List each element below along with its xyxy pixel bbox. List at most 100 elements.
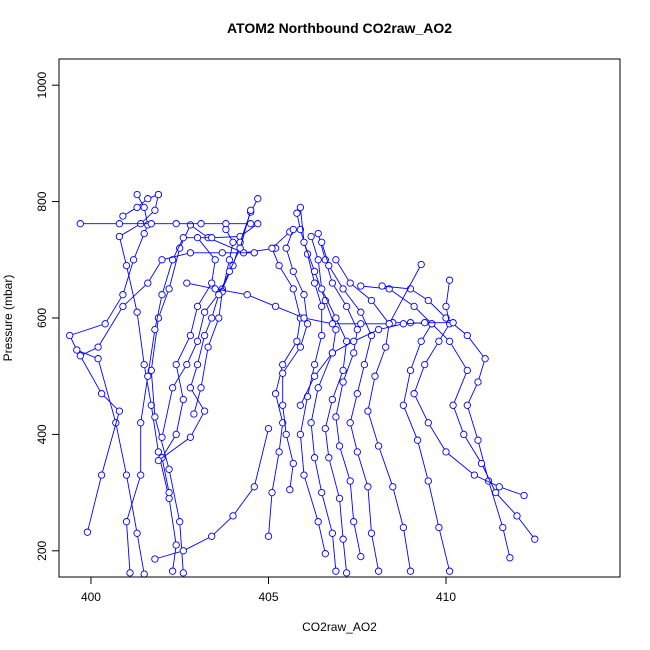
data-point <box>353 390 361 398</box>
data-point <box>325 261 333 270</box>
data-point <box>172 430 180 439</box>
data-point <box>353 325 361 334</box>
series-line <box>79 252 255 533</box>
data-point <box>300 291 308 299</box>
data-point <box>492 488 500 497</box>
data-point <box>94 355 102 363</box>
data-point <box>481 355 489 363</box>
data-point <box>339 378 347 386</box>
data-point <box>147 401 155 409</box>
data-point <box>122 471 131 479</box>
data-point <box>94 343 102 351</box>
data-point <box>300 471 308 479</box>
data-point <box>140 360 148 369</box>
data-point <box>229 512 237 520</box>
data-point <box>186 384 195 392</box>
data-point <box>335 442 344 450</box>
data-point <box>275 261 283 270</box>
data-point <box>200 331 209 340</box>
data-point <box>296 343 305 351</box>
data-point <box>531 535 539 543</box>
data-point <box>208 279 216 287</box>
data-point <box>211 256 219 264</box>
data-point <box>296 203 305 212</box>
data-point <box>350 518 358 526</box>
data-point <box>204 343 212 351</box>
data-point <box>307 419 315 427</box>
series-20 <box>378 282 514 562</box>
y-tick-label: 600 <box>35 308 49 328</box>
data-point <box>115 407 124 415</box>
data-point <box>318 488 326 497</box>
data-point <box>165 465 173 473</box>
data-point <box>247 220 255 228</box>
data-point <box>115 220 124 228</box>
data-point <box>172 541 180 549</box>
data-point <box>186 221 195 229</box>
data-point <box>271 390 280 398</box>
data-point <box>179 395 187 404</box>
data-point <box>417 337 425 345</box>
data-point <box>97 471 106 479</box>
data-point <box>378 282 386 290</box>
series-2 <box>115 190 180 575</box>
data-point <box>119 212 127 220</box>
data-point <box>151 325 159 334</box>
data-point <box>328 349 337 357</box>
data-point <box>279 360 287 369</box>
data-point <box>140 570 148 578</box>
data-point <box>520 491 528 500</box>
data-point <box>357 308 365 316</box>
data-point <box>374 567 383 575</box>
y-tick-label: 200 <box>35 540 49 560</box>
data-point <box>293 209 301 217</box>
data-point <box>460 430 468 439</box>
data-point <box>300 238 308 246</box>
data-point <box>424 477 432 485</box>
data-point <box>310 267 319 276</box>
data-point <box>332 413 340 421</box>
data-point <box>410 302 418 311</box>
data-point <box>470 471 479 479</box>
data-point <box>140 203 148 212</box>
data-point <box>339 366 347 375</box>
series-line <box>161 237 216 493</box>
data-point <box>133 529 141 537</box>
data-point <box>83 528 92 536</box>
data-point <box>264 424 273 433</box>
series-16 <box>314 229 365 561</box>
series-line <box>413 280 525 496</box>
data-point <box>225 256 234 264</box>
series-14 <box>296 203 340 575</box>
data-point <box>254 220 262 228</box>
series-25 <box>151 424 273 563</box>
data-point <box>190 410 198 418</box>
data-point <box>151 206 159 214</box>
series-4 <box>122 220 262 577</box>
series-6 <box>76 220 255 228</box>
data-point <box>129 256 138 264</box>
data-point <box>342 337 351 345</box>
data-point <box>339 535 347 543</box>
data-point <box>332 314 340 322</box>
series-layer <box>66 190 539 578</box>
data-point <box>360 360 369 369</box>
data-point <box>279 369 287 377</box>
data-point <box>318 302 326 311</box>
series-line <box>317 233 362 557</box>
data-point <box>172 360 180 369</box>
data-point <box>314 229 322 238</box>
data-point <box>406 366 415 375</box>
data-point <box>346 279 354 287</box>
data-point <box>147 366 155 375</box>
data-point <box>158 256 166 264</box>
data-point <box>310 360 319 369</box>
data-point <box>350 337 358 345</box>
data-point <box>346 419 354 427</box>
data-point <box>424 419 432 427</box>
data-point <box>399 401 408 409</box>
data-point <box>499 523 507 532</box>
data-point <box>126 569 134 577</box>
x-tick-label: 400 <box>81 590 101 604</box>
data-point <box>406 567 415 575</box>
